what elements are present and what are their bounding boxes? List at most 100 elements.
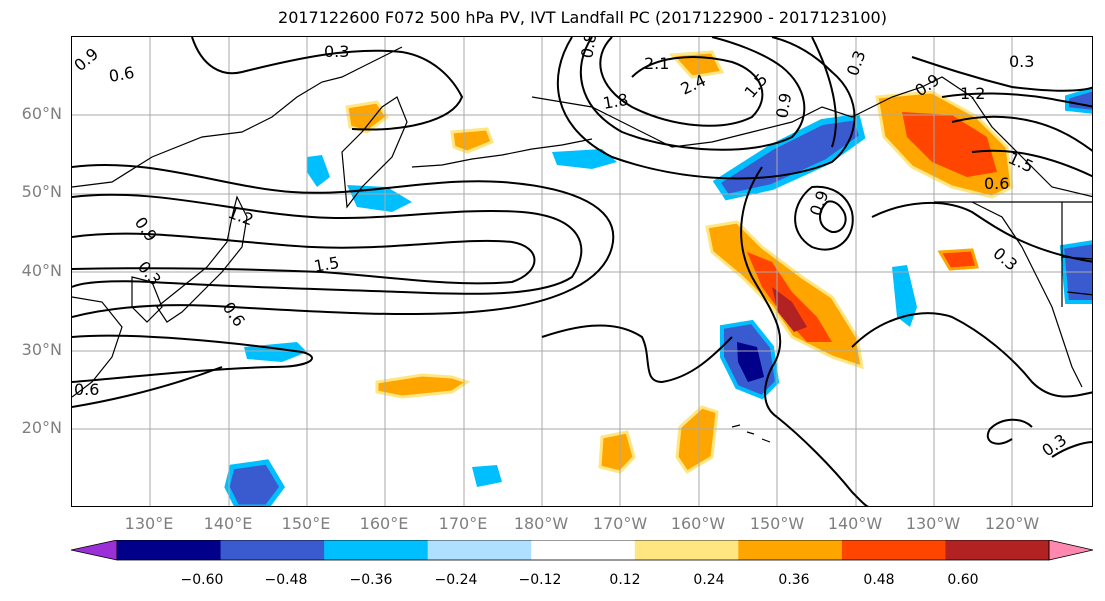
colorbar-segment — [634, 540, 739, 560]
lat-label-20n: 20°N — [21, 418, 62, 437]
strong-positive-anomaly-area — [902, 112, 997, 177]
small-negative-patch-2 — [307, 155, 330, 187]
map-panel: 0.9 0.6 0.3 0.8 2.1 2.4 1.8 1.5 0.9 0.3 … — [71, 36, 1093, 507]
negative-anomaly-area-5 — [892, 265, 917, 327]
pv-contour — [1051, 441, 1092, 458]
lon-label-140e: 140°E — [203, 514, 253, 533]
lon-label-130w: 130°W — [905, 514, 961, 533]
strong-positive-anomaly-area-2 — [747, 252, 832, 342]
contour-label: 0.8 — [577, 37, 600, 60]
very-strong-positive-anomaly — [772, 287, 807, 332]
kamchatka-coast — [341, 96, 408, 209]
colorbar-segment — [220, 540, 325, 560]
colorbar — [70, 540, 1094, 561]
negative-anomaly-area-2 — [1065, 87, 1092, 114]
colorbar-segment — [427, 540, 532, 560]
pv-contour — [941, 92, 1092, 108]
small-negative-patch-3 — [347, 185, 412, 212]
colorbar-extend-min — [70, 540, 118, 561]
pv-contour — [871, 202, 1092, 263]
lat-label-60n: 60°N — [21, 104, 62, 123]
small-positive-patch-5 — [450, 127, 494, 154]
pv-contours — [72, 37, 1092, 506]
pv-contour — [599, 37, 764, 127]
pv-contour — [776, 416, 869, 506]
pv-contour — [740, 166, 782, 418]
pv-contour — [971, 149, 1092, 178]
contour-label: 0.3 — [1009, 52, 1034, 71]
colorbar-tick-label: −0.12 — [518, 572, 562, 588]
colorbar-tick-label: −0.36 — [349, 572, 393, 588]
colorbar-tick-label: 0.24 — [693, 572, 725, 588]
pv-contour — [72, 232, 536, 285]
contour-label: 0.3 — [1038, 430, 1070, 460]
small-positive-patch-2 — [598, 430, 636, 474]
lon-label-120w: 120°W — [984, 514, 1040, 533]
colorbar-segment — [531, 540, 636, 560]
pv-contour — [911, 56, 1092, 92]
lon-label-160e: 160°E — [359, 514, 409, 533]
contour-label: 0.6 — [984, 174, 1009, 193]
contour-label: 0.3 — [134, 257, 165, 289]
pv-contour — [72, 193, 583, 295]
lon-label-170w: 170°W — [592, 514, 648, 533]
colorbar-tick-label: −0.24 — [434, 572, 478, 588]
colorbar-extend-max — [1048, 540, 1094, 561]
pv-contour — [951, 115, 1092, 152]
colorbar-segment — [738, 540, 843, 560]
contour-label: 1.5 — [741, 70, 772, 102]
lon-label-150e: 150°E — [281, 514, 331, 533]
lon-label-130e: 130°E — [124, 514, 174, 533]
colorbar-tick-label: 0.60 — [947, 572, 979, 588]
colorbar-tick-label: 0.36 — [778, 572, 810, 588]
pv-contour — [541, 324, 733, 384]
contour-label: 0.9 — [72, 44, 102, 75]
contour-label: 0.6 — [219, 298, 249, 330]
colorbar-tick-label: 0.48 — [863, 572, 895, 588]
contour-label: 1.8 — [601, 90, 629, 113]
pv-contour — [851, 312, 1092, 398]
contour-label: 0.6 — [107, 63, 135, 86]
japan-coast — [156, 195, 248, 323]
contour-label: 1.5 — [312, 253, 340, 276]
lon-label-170e: 170°E — [438, 514, 488, 533]
small-negative-patch — [224, 459, 286, 506]
contour-label: 0.6 — [74, 380, 99, 399]
strong-negative-anomaly — [737, 342, 764, 382]
pv-contour — [986, 418, 1033, 445]
contour-label: 0.9 — [806, 188, 833, 218]
lat-label-30n: 30°N — [21, 340, 62, 359]
colorbar-tick-label: 0.12 — [609, 572, 641, 588]
contour-label: 0.3 — [989, 244, 1021, 275]
colorbar-segment — [945, 540, 1050, 560]
map-title: 2017122600 F072 500 hPa PV, IVT Landfall… — [278, 8, 887, 27]
colorbar-segments — [70, 540, 1094, 561]
small-negative-patch-6 — [472, 465, 502, 487]
contour-label: 1.2 — [960, 84, 985, 103]
lat-label-40n: 40°N — [21, 261, 62, 280]
lon-label-160w: 160°W — [670, 514, 726, 533]
colorbar-tick-label: −0.48 — [264, 572, 308, 588]
colorbar-frame — [116, 540, 1050, 561]
pv-contour — [579, 37, 806, 151]
small-positive-patch-7 — [937, 248, 979, 271]
pv-contour — [556, 37, 856, 180]
colorbar-segment — [841, 540, 946, 560]
contour-label: 0.9 — [772, 91, 795, 119]
lon-label-140w: 140°W — [827, 514, 883, 533]
lat-label-50n: 50°N — [21, 182, 62, 201]
colorbar-segment — [324, 540, 429, 560]
pv-contour — [819, 200, 847, 234]
pv-contour — [72, 163, 615, 318]
colorbar-segment — [117, 540, 222, 560]
pv-contour — [72, 334, 313, 383]
contour-label: 0.3 — [324, 42, 349, 61]
small-positive-patch-4 — [345, 100, 390, 134]
hawaii-islands — [731, 424, 771, 443]
pv-contour — [811, 37, 837, 148]
lon-label-180w: 180°W — [513, 514, 569, 533]
china-coast — [72, 296, 123, 398]
small-positive-patch-3 — [675, 405, 719, 475]
graticule — [72, 37, 1092, 506]
small-negative-patch-5 — [552, 149, 617, 169]
